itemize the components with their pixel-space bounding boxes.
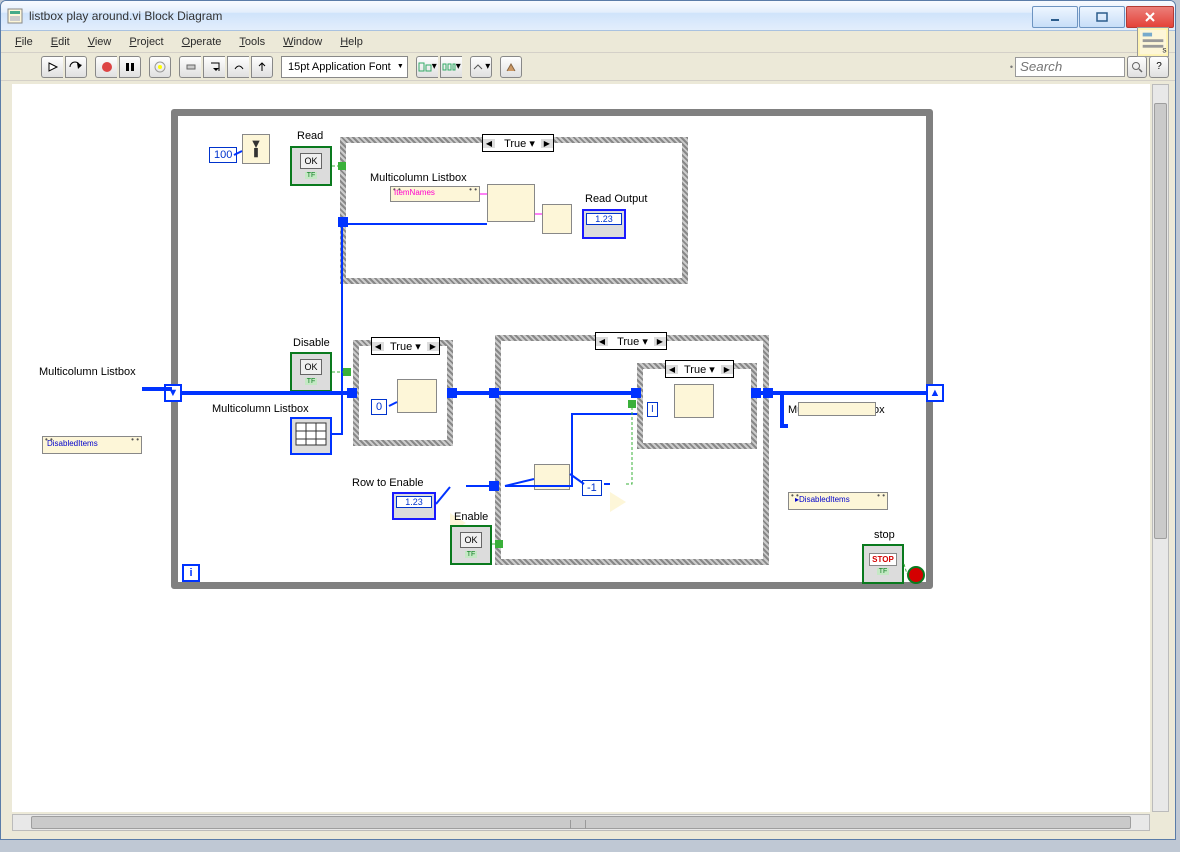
search-1d-array-node[interactable]: [534, 464, 570, 490]
align-button[interactable]: ▾: [416, 56, 438, 78]
disabled-items-prop-right[interactable]: ▸DisabledItems: [788, 492, 888, 510]
shift-register-right[interactable]: ▲: [926, 384, 944, 402]
case-selector-disable[interactable]: ◀True ▾▶: [371, 337, 440, 355]
property-node-right-head[interactable]: [798, 402, 876, 416]
loop-iteration-terminal[interactable]: i: [182, 564, 200, 582]
const-0[interactable]: 0: [371, 399, 387, 415]
retain-wire-button[interactable]: [179, 56, 201, 78]
menu-operate[interactable]: Operate: [182, 36, 222, 48]
menu-project[interactable]: Project: [129, 36, 163, 48]
cleanup-button[interactable]: [500, 56, 522, 78]
run-continuous-button[interactable]: [65, 56, 87, 78]
pause-button[interactable]: [119, 56, 141, 78]
menubar: File Edit View Project Operate Tools Win…: [1, 31, 1175, 53]
disabled-items-prop-left[interactable]: DisabledItems: [42, 436, 142, 454]
case-selector-enable-inner[interactable]: ◀True ▾▶: [665, 360, 734, 378]
reorder-button[interactable]: ▾: [470, 56, 492, 78]
step-into-button[interactable]: [203, 56, 225, 78]
menu-tools[interactable]: Tools: [239, 36, 265, 48]
app-window: listbox play around.vi Block Diagram Fil…: [0, 0, 1176, 840]
build-array-node-1[interactable]: [397, 379, 437, 413]
step-over-button[interactable]: [227, 56, 249, 78]
shift-register-left[interactable]: ▼: [164, 384, 182, 402]
case-selector-read[interactable]: ◀ True ▾▶: [482, 134, 554, 152]
search-icon[interactable]: [1127, 56, 1147, 78]
const-100[interactable]: 100: [209, 147, 237, 163]
read-label: Read: [297, 130, 323, 142]
app-icon: [7, 8, 23, 24]
mc-listbox-label-2: Multicolumn Listbox: [212, 403, 309, 415]
menu-help[interactable]: Help: [340, 36, 363, 48]
toolbar: 15pt Application Font ▾ ▾ ▾ • ?: [1, 53, 1175, 81]
enable-button-control[interactable]: OK TF: [450, 525, 492, 565]
context-help-icon[interactable]: s: [1137, 27, 1169, 57]
disable-button-control[interactable]: OK TF: [290, 352, 332, 392]
disable-label: Disable: [293, 337, 330, 349]
highlight-exec-button[interactable]: [149, 56, 171, 78]
menu-window[interactable]: Window: [283, 36, 322, 48]
read-button-control[interactable]: OK TF: [290, 146, 332, 186]
stop-button-control[interactable]: STOP TF: [862, 544, 904, 584]
mc-listbox-control[interactable]: [290, 417, 332, 455]
array-to-string-node[interactable]: [542, 204, 572, 234]
help-button[interactable]: ?: [1149, 56, 1169, 78]
menu-file[interactable]: File: [15, 36, 33, 48]
case-selector-enable-outer[interactable]: ◀ True ▾▶: [595, 332, 667, 350]
mc-listbox-label-1: Multicolumn Listbox: [370, 172, 467, 184]
abort-button[interactable]: [95, 56, 117, 78]
horizontal-scrollbar[interactable]: [12, 814, 1150, 831]
loop-condition[interactable]: [907, 566, 925, 584]
property-node-itemnames[interactable]: [487, 184, 535, 222]
const-neg1[interactable]: -1: [582, 480, 602, 496]
read-output-indicator[interactable]: 1.23: [582, 209, 626, 239]
font-selector[interactable]: 15pt Application Font: [281, 56, 408, 78]
enable-label: Enable: [454, 511, 488, 523]
not-equal-node[interactable]: [610, 492, 626, 512]
window-title: listbox play around.vi Block Diagram: [29, 9, 222, 23]
run-button[interactable]: [41, 56, 63, 78]
stop-label: stop: [874, 529, 895, 541]
search-input[interactable]: [1015, 57, 1125, 77]
titlebar[interactable]: listbox play around.vi Block Diagram: [1, 1, 1175, 31]
read-output-label: Read Output: [585, 193, 647, 205]
wait-ms-node[interactable]: [242, 134, 270, 164]
minimize-button[interactable]: [1032, 6, 1078, 28]
step-out-button[interactable]: [251, 56, 273, 78]
row-to-enable-label: Row to Enable: [352, 477, 424, 489]
menu-view[interactable]: View: [88, 36, 112, 48]
vertical-scrollbar[interactable]: [1152, 84, 1169, 812]
distribute-button[interactable]: ▾: [440, 56, 462, 78]
block-diagram-canvas[interactable]: ▼ ▲ i 100 Read OK TF ◀ True ▾▶ Multicolu…: [12, 84, 1150, 812]
build-array-node-2[interactable]: [674, 384, 714, 418]
maximize-button[interactable]: [1079, 6, 1125, 28]
mc-listbox-ref-1[interactable]: ItemNames: [390, 186, 480, 202]
row-to-enable-control[interactable]: 1.23: [392, 492, 436, 520]
svg-text:s: s: [1162, 44, 1166, 54]
mc-listbox-label-left: Multicolumn Listbox: [39, 366, 136, 378]
close-button[interactable]: [1126, 6, 1174, 28]
menu-edit[interactable]: Edit: [51, 36, 70, 48]
const-index[interactable]: I: [647, 402, 658, 417]
